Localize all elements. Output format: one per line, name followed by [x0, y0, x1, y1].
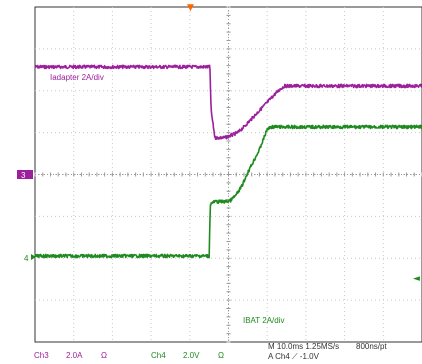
trigger-level-marker: ◄ — [413, 274, 420, 284]
scope-footer: Ch3 2.0A Ω Ch4 2.0V Ω M 10.0ms 1.25MS/s … — [34, 342, 387, 361]
waveform-traces — [34, 64, 422, 259]
ch3-ohm: Ω — [101, 351, 107, 360]
graticule-grid — [34, 6, 422, 343]
timebase-readout: M 10.0ms 1.25MS/s — [268, 342, 339, 351]
ch4-ohm: Ω — [218, 351, 224, 360]
ch4-scale: 2.0V — [183, 351, 200, 360]
trigger-position-marker: ▼ — [187, 3, 194, 13]
svg-text:3: 3 — [21, 171, 26, 180]
iadapter-trace-label: Iadapter 2A/div — [50, 73, 104, 82]
ch3-scale: 2.0A — [66, 351, 83, 360]
ibat-waveform — [34, 124, 422, 259]
trigger-readout: A Ch4 ⟋ -1.0V — [268, 352, 320, 361]
ch4-ground-marker: 4 — [24, 254, 36, 263]
iadapter-waveform — [34, 64, 422, 141]
svg-text:4: 4 — [24, 254, 29, 263]
ibat-trace-label: IBAT 2A/div — [243, 316, 285, 325]
ch3-ground-marker: 3 — [17, 170, 33, 180]
ch4-label: Ch4 — [151, 351, 166, 360]
record-length-readout: 800ns/pt — [356, 342, 387, 351]
ch3-label: Ch3 — [34, 351, 49, 360]
